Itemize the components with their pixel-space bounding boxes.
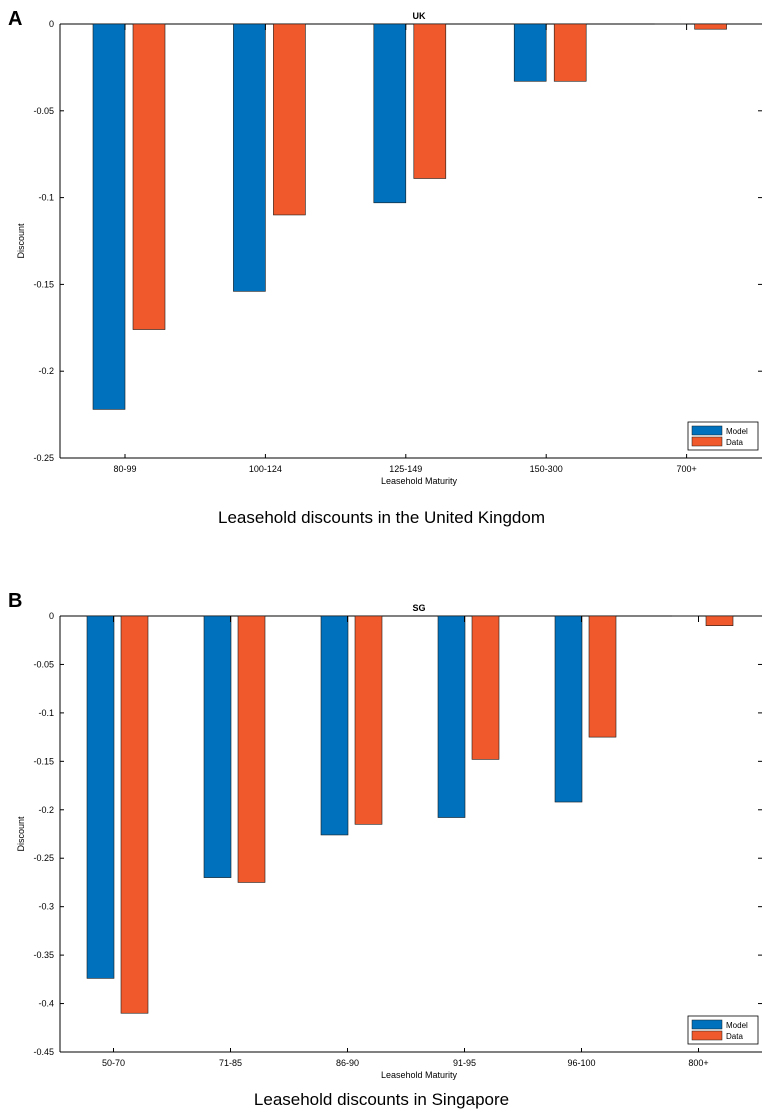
legend-swatch-data xyxy=(691,436,723,447)
x-tick-label: 700+ xyxy=(676,464,696,474)
y-axis-label: Discount xyxy=(16,223,26,259)
y-tick-label: -0.05 xyxy=(33,659,54,669)
legend-swatch-model xyxy=(691,1019,723,1030)
y-tick-label: -0.25 xyxy=(33,453,54,463)
y-tick-label: -0.4 xyxy=(38,999,54,1009)
y-tick-label: -0.3 xyxy=(38,902,54,912)
y-tick-label: 0 xyxy=(49,611,54,621)
bar-data xyxy=(471,615,500,760)
x-tick-label: 96-100 xyxy=(567,1058,595,1068)
x-tick-label: 125-149 xyxy=(389,464,422,474)
bar-data xyxy=(694,23,727,30)
y-tick-label: -0.15 xyxy=(33,279,54,289)
bar-model xyxy=(203,615,232,878)
x-axis-label: Leasehold Maturity xyxy=(381,476,458,486)
x-tick-label: 100-124 xyxy=(249,464,282,474)
bar-model xyxy=(86,615,115,979)
y-tick-label: -0.1 xyxy=(38,193,54,203)
chart-uk: 0 -0.05 -0.1 -0.15 -0.2 -0.25 80-99 100-124 125-… xyxy=(16,11,762,486)
caption-sg: Leasehold discounts in Singapore xyxy=(253,1090,510,1109)
caption-uk: Leasehold discounts in the United Kingdo… xyxy=(218,508,545,527)
chart-title: SG xyxy=(412,603,425,613)
bar-data xyxy=(413,23,447,179)
panel-letter-a: A xyxy=(8,8,23,30)
bar-data xyxy=(354,615,383,825)
bar-data xyxy=(132,23,166,330)
y-tick-label: -0.25 xyxy=(33,853,54,863)
x-tick-label: 91-95 xyxy=(453,1058,476,1068)
legend-swatch-data xyxy=(691,1030,723,1041)
y-tick-label: -0.1 xyxy=(38,708,54,718)
bar-model xyxy=(373,23,407,204)
legend-label-data: Data xyxy=(726,438,743,447)
bar-data xyxy=(705,615,734,626)
bar-data xyxy=(273,23,306,216)
y-tick-label: -0.45 xyxy=(33,1047,54,1057)
bar-data xyxy=(120,615,149,1014)
legend-label-model: Model xyxy=(726,1021,748,1030)
y-tick-label: 0 xyxy=(49,19,54,29)
y-tick-label: -0.35 xyxy=(33,950,54,960)
bar-model xyxy=(320,615,349,836)
bar-model xyxy=(554,615,583,803)
bar-data xyxy=(237,615,266,883)
x-tick-label: 80-99 xyxy=(113,464,136,474)
x-tick-label: 71-85 xyxy=(219,1058,242,1068)
x-axis-label: Leasehold Maturity xyxy=(381,1070,458,1080)
panel-letter-b: B xyxy=(8,590,23,612)
x-tick-label: 50-70 xyxy=(102,1058,125,1068)
bar-data xyxy=(588,615,617,738)
legend-label-data: Data xyxy=(726,1032,743,1041)
x-tick-label: 86-90 xyxy=(336,1058,359,1068)
chart-title: UK xyxy=(413,11,426,21)
bar-data xyxy=(553,23,587,82)
bar-model xyxy=(92,23,126,410)
y-tick-label: -0.05 xyxy=(33,106,54,116)
x-tick-label: 800+ xyxy=(688,1058,708,1068)
y-axis-label: Discount xyxy=(16,816,26,852)
y-tick-label: -0.15 xyxy=(33,756,54,766)
bar-model xyxy=(233,23,266,292)
x-tick-label: 150-300 xyxy=(530,464,563,474)
bar-model xyxy=(437,615,466,818)
bar-model xyxy=(513,23,547,82)
legend-swatch-model xyxy=(691,425,723,436)
y-tick-label: -0.2 xyxy=(38,805,54,815)
legend-label-model: Model xyxy=(726,427,748,436)
y-tick-label: -0.2 xyxy=(38,366,54,376)
